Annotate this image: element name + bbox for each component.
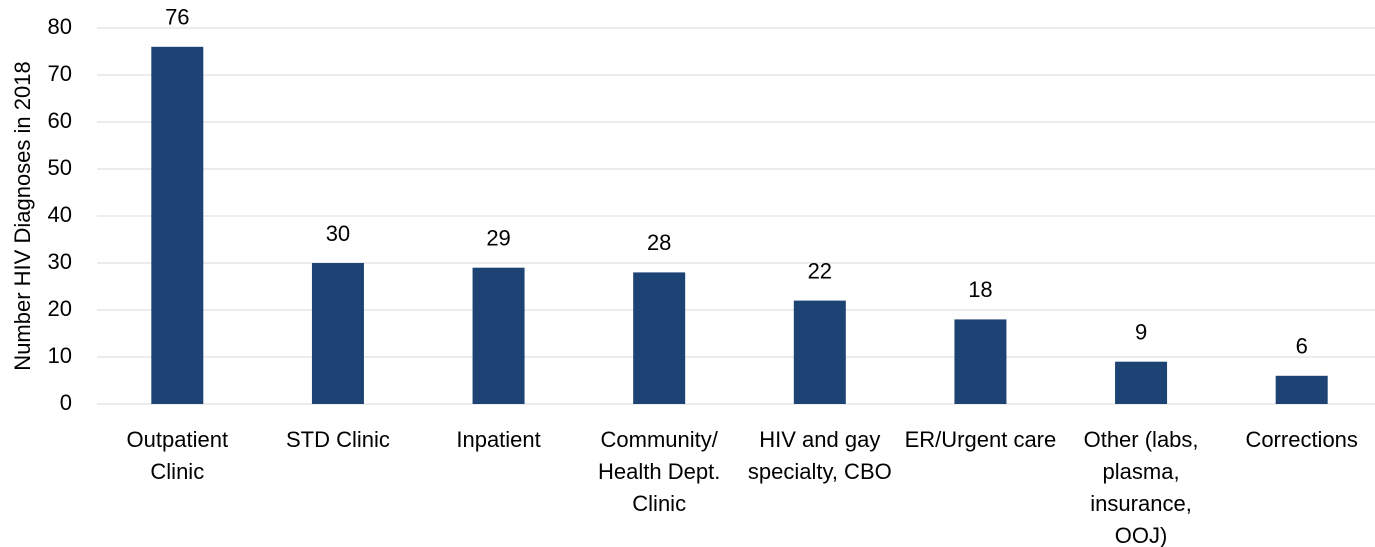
data-label: 30	[326, 221, 350, 246]
x-tick-label: STD Clinic	[285, 427, 390, 452]
data-label: 9	[1135, 320, 1147, 345]
y-tick-label: 0	[60, 390, 72, 415]
y-tick-label: 10	[48, 343, 72, 368]
data-label: 6	[1296, 334, 1308, 359]
y-tick-label: 40	[48, 202, 72, 227]
bar	[472, 267, 525, 404]
bar	[793, 300, 846, 404]
x-tick-label: ER/Urgent care	[904, 427, 1057, 452]
bar	[1275, 375, 1328, 404]
bar	[1115, 361, 1168, 404]
data-label: 18	[968, 277, 992, 302]
bar	[311, 263, 364, 404]
data-label: 22	[808, 258, 832, 283]
y-tick-label: 70	[48, 61, 72, 86]
bar	[954, 319, 1007, 404]
x-tick-label: Corrections	[1245, 427, 1358, 452]
x-tick-label: Inpatient	[456, 427, 541, 452]
y-tick-label: 20	[48, 296, 72, 321]
y-tick-label: 60	[48, 108, 72, 133]
data-label: 29	[486, 226, 510, 251]
x-tick-label: Community/ Health Dept. Clinic	[598, 427, 721, 516]
bar	[633, 272, 686, 404]
y-tick-label: 30	[48, 249, 72, 274]
y-tick-label: 80	[48, 14, 72, 39]
x-tick-label: Outpatient Clinic	[126, 427, 229, 484]
y-axis-label: Number HIV Diagnoses in 2018	[10, 61, 35, 370]
x-tick-label: Other (labs, plasma, insurance, OOJ)	[1083, 427, 1199, 547]
data-label: 76	[165, 5, 189, 30]
bar	[151, 46, 204, 405]
x-tick-label: HIV and gay specialty, CBO	[747, 427, 892, 484]
y-tick-label: 50	[48, 155, 72, 180]
data-label: 28	[647, 230, 671, 255]
